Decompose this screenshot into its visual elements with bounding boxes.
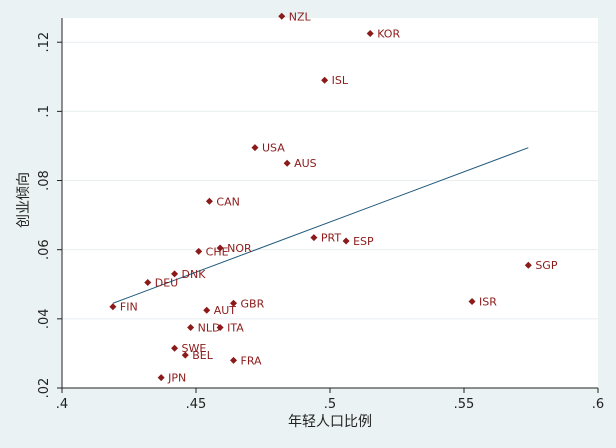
point-label-swe: SWE [182,342,207,355]
x-tick-label: .55 [454,397,475,412]
point-label-usa: USA [262,142,285,155]
data-point-nor [216,244,224,252]
point-label-nor: NOR [227,242,252,255]
point-label-nzl: NZL [289,10,312,23]
point-label-isl: ISL [332,74,349,87]
data-point-swe [171,344,179,352]
point-label-esp: ESP [353,235,374,248]
point-label-kor: KOR [377,28,400,41]
data-point-nzl [278,12,286,20]
point-label-aus: AUS [294,157,317,170]
y-tick-label: .02 [37,378,52,399]
y-axis-title: 创业倾向 [16,172,32,228]
fit-line-group [112,147,529,304]
data-point-gbr [230,299,238,307]
point-label-fra: FRA [241,354,263,367]
data-point-nld [187,323,195,331]
data-point-kor [366,30,374,38]
point-label-jpn: JPN [167,372,186,385]
data-point-ita [216,323,224,331]
data-point-aus [283,159,291,167]
y-tick-label: .04 [37,308,52,329]
data-point-sgp [524,261,532,269]
point-label-gbr: GBR [241,297,265,310]
point-label-dnk: DNK [182,268,207,281]
x-axis-title: 年轻人口比例 [288,414,372,430]
point-label-che: CHE [206,245,229,258]
data-point-isl [321,76,329,84]
point-label-isr: ISR [479,296,497,309]
x-tick-label: .6 [592,397,604,412]
point-label-deu: DEU [155,277,178,290]
point-label-aut: AUT [214,304,237,317]
y-tick-label: .06 [37,239,52,260]
data-point-fin [109,303,117,311]
data-point-dnk [171,270,179,278]
fit-line [112,147,529,304]
data-point-prt [310,234,318,242]
axes: .02 .04 .06 .08 .1 .12 .4 .45 .5 .55 .6 [37,18,604,412]
point-label-nld: NLD [198,321,221,334]
data-point-jpn [157,374,165,382]
point-label-can: CAN [216,195,239,208]
data-point-bel [181,351,189,359]
data-point-isr [468,298,476,306]
point-label-ita: ITA [227,321,244,334]
data-point-fra [230,356,238,364]
x-tick-label: .4 [56,397,68,412]
data-point-che [195,247,203,255]
data-point-deu [144,279,152,287]
y-tick-label: .12 [37,32,52,53]
data-point-usa [251,144,259,152]
y-tick-label: .08 [37,170,52,191]
point-label-sgp: SGP [535,259,558,272]
plot-area [62,18,598,388]
y-tick-label: .1 [37,105,52,117]
x-tick-label: .45 [186,397,207,412]
data-point-aut [203,306,211,314]
point-label-bel: BEL [192,349,213,362]
x-tick-label: .5 [324,397,336,412]
point-label-fin: FIN [120,301,138,314]
data-point-can [205,197,213,205]
data-point-esp [342,237,350,245]
point-label-prt: PRT [321,232,341,245]
